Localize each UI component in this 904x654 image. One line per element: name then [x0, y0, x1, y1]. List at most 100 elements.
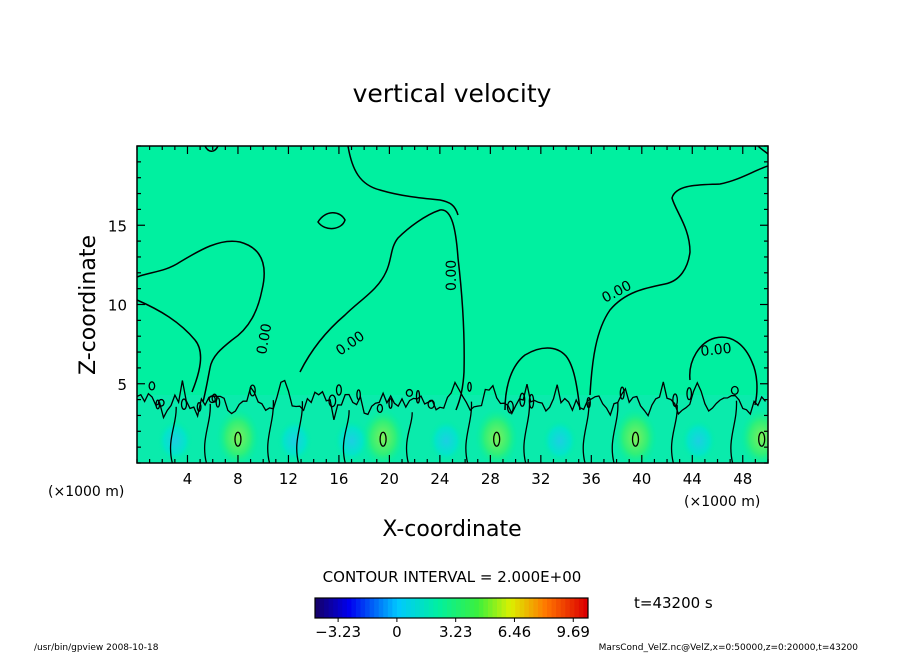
contour-core-loop	[379, 431, 387, 447]
footer-left: /usr/bin/gpview 2008-10-18	[34, 643, 159, 653]
colorbar-swatch	[410, 598, 416, 618]
contour-eddy	[155, 399, 161, 410]
contour-eddy	[335, 384, 342, 396]
colorbar-swatch	[510, 598, 516, 618]
colorbar-swatch	[542, 598, 548, 618]
contour-column	[670, 405, 678, 463]
colorbar-swatch	[487, 598, 493, 618]
colorbar-swatch	[437, 598, 443, 618]
x-tick-label: 28	[481, 470, 500, 488]
contour-eddy	[519, 392, 526, 407]
colorbar-frame	[314, 597, 589, 619]
x-tick-label: 24	[430, 470, 449, 488]
colorbar-swatch	[387, 598, 393, 618]
contour-eddy	[157, 398, 165, 407]
turbulent-contours	[137, 379, 766, 463]
downdraft-patch	[428, 418, 465, 463]
colorbar-swatch	[451, 598, 457, 618]
contour-eddy	[328, 394, 337, 408]
contour-eddy	[249, 384, 256, 397]
updraft-core	[474, 407, 519, 463]
contour-label: 0.00	[444, 260, 460, 291]
downdraft-patch	[156, 418, 193, 463]
contour-eddy	[180, 398, 188, 410]
colorbar-swatch	[528, 598, 534, 618]
contour-column	[730, 400, 738, 463]
contour-eddy	[427, 399, 435, 409]
contour-eddy	[506, 400, 514, 414]
colorbar-swatch	[492, 598, 498, 618]
x-tick-label: 36	[582, 470, 601, 488]
x-tick-label: 40	[632, 470, 651, 488]
contour-eddy	[672, 393, 679, 408]
y-tick-label: 5	[117, 376, 127, 394]
contour-eddy	[415, 390, 421, 404]
x-axis: 4 8 12 16 20 24 28 32 36 40 44 48	[136, 146, 769, 488]
colorbar-swatch	[415, 598, 421, 618]
contour-lines	[137, 146, 768, 411]
contour-top-center	[347, 146, 459, 216]
contour-column	[267, 400, 274, 463]
updraft-core	[739, 407, 768, 463]
contour-interval-label: CONTOUR INTERVAL = 2.000E+00	[323, 568, 582, 586]
colorbar-swatch	[506, 598, 512, 618]
updraft-core	[361, 407, 406, 463]
contour-column	[405, 412, 413, 463]
colorbar-swatch	[424, 598, 430, 618]
colorbar-tick-label: 9.69	[557, 623, 590, 641]
contour-middle-arch	[504, 347, 581, 411]
contour-top-blob	[317, 212, 346, 230]
contour-topleft-dip	[204, 146, 219, 152]
x-tick-label: 32	[531, 470, 550, 488]
colorbar-swatch	[446, 598, 452, 618]
colorbar-swatch	[342, 598, 348, 618]
contour-column	[296, 401, 303, 463]
colorbar-swatch	[578, 598, 584, 618]
colorbar-swatch	[396, 598, 402, 618]
plot-area: 0.00 0.00 0.00 0.00 0.00	[137, 146, 768, 463]
colorbar-swatch	[469, 598, 475, 618]
colorbar-swatch	[537, 598, 543, 618]
contour-eddy	[148, 381, 156, 391]
x-unit-right: (×1000 m)	[684, 494, 760, 510]
contour-core-loop	[758, 431, 766, 447]
colorbar-swatch	[365, 598, 371, 618]
colorbar-tick-label: −3.23	[315, 623, 361, 641]
contour-eddy	[586, 396, 591, 409]
colorbar-swatch	[315, 598, 321, 618]
contour-eddy	[376, 403, 384, 414]
contour-left-tail	[137, 299, 202, 393]
colorbar-swatch	[483, 598, 489, 618]
contour-eddy	[356, 389, 361, 401]
contour-eddy	[196, 402, 202, 412]
downdraft-patch	[541, 418, 578, 463]
contour-eddy	[619, 386, 625, 400]
colorbar-swatch	[465, 598, 471, 618]
colorbar-swatch	[392, 598, 398, 618]
colorbar-swatch	[346, 598, 352, 618]
colorbar-swatch	[378, 598, 384, 618]
x-tick-label: 4	[183, 470, 193, 488]
y-tick-label: 15	[108, 217, 127, 235]
colorbar-swatch	[351, 598, 357, 618]
y-axis: 5 10 15	[108, 145, 768, 464]
contour-core-loop	[631, 431, 640, 447]
colorbar-swatch	[401, 598, 407, 618]
x-tick-label: 48	[733, 470, 752, 488]
contour-eddy	[686, 387, 693, 401]
colorbar-swatch	[551, 598, 557, 618]
updraft-core	[215, 407, 260, 463]
colorbar-swatch	[383, 598, 389, 618]
colorbar-tick-label: 3.23	[439, 623, 472, 641]
colorbar-swatch	[324, 598, 330, 618]
contour-eddy	[208, 395, 216, 404]
colorbar-swatch	[478, 598, 484, 618]
colorbar-swatch	[583, 598, 589, 618]
colorbar-swatch	[547, 598, 553, 618]
colorbar-swatch	[369, 598, 375, 618]
x-tick-label: 12	[279, 470, 298, 488]
contour-core-loop	[234, 431, 242, 447]
contour-column	[342, 410, 350, 463]
colorbar-ticks: −3.23 0 3.23 6.46 9.69	[315, 618, 590, 641]
